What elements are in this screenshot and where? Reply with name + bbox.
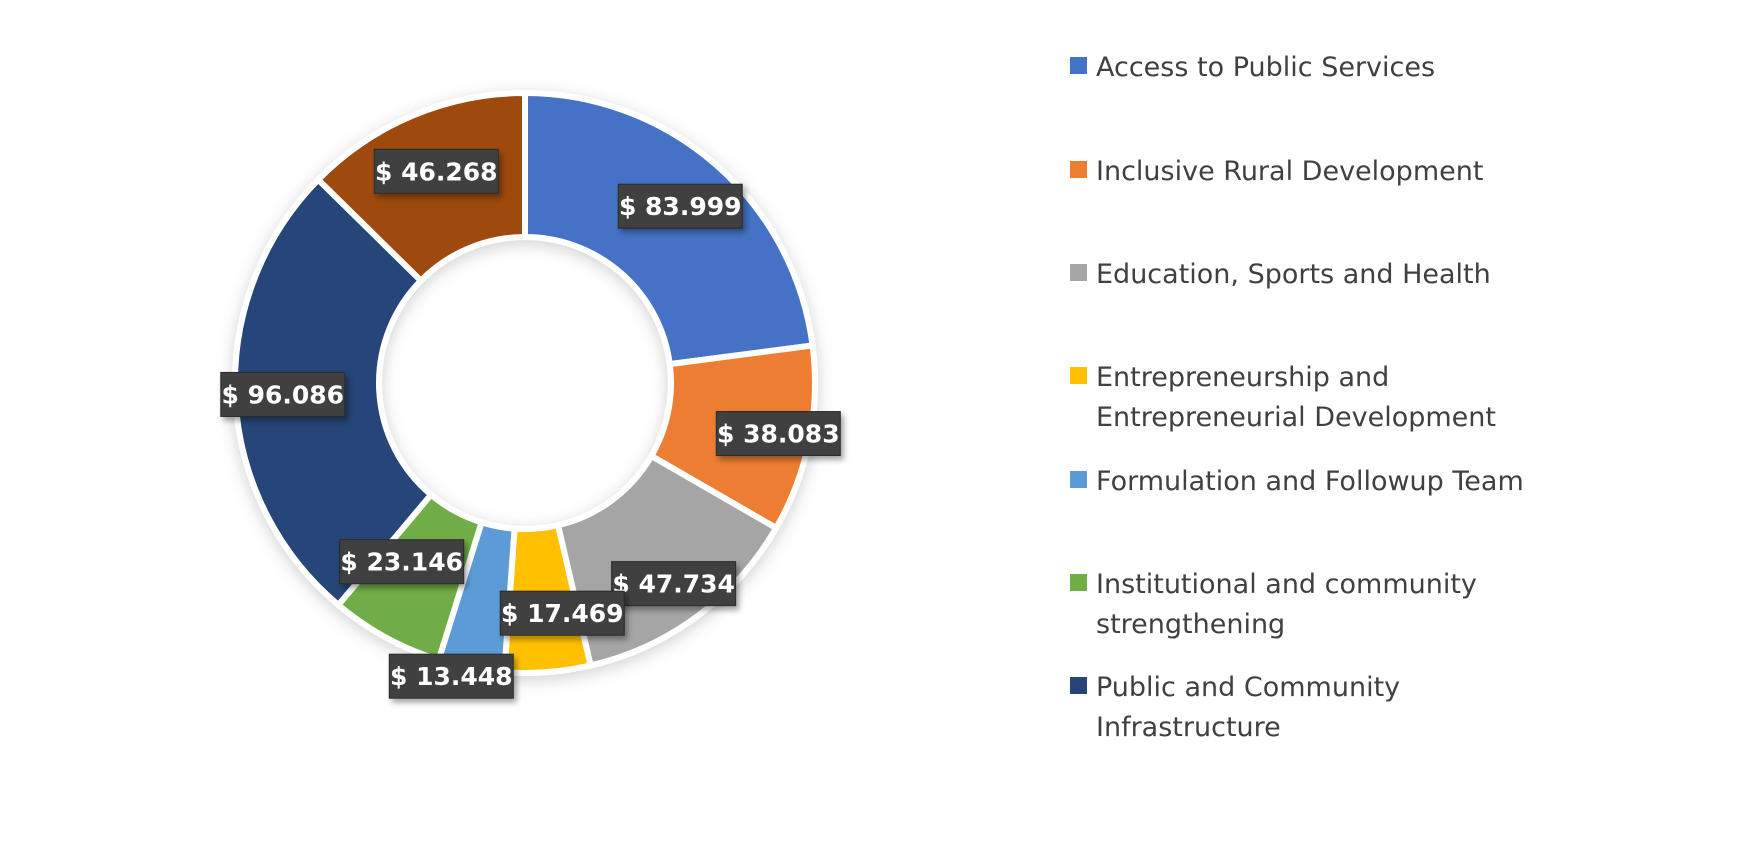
data-label-text: $ 47.734 (612, 570, 735, 599)
legend-swatch (1070, 264, 1087, 281)
legend-label: Entrepreneurship and Entrepreneurial Dev… (1096, 362, 1496, 433)
data-label-box (388, 653, 514, 699)
data-label-box (611, 561, 737, 607)
data-label-unnamed-7: $ 46.268 (373, 148, 499, 194)
legend-label: Access to Public Services (1096, 52, 1436, 83)
data-label-text: $ 13.448 (390, 662, 513, 691)
data-label-text: $ 96.086 (222, 380, 345, 409)
data-label-text: $ 83.999 (619, 192, 742, 221)
doughnut-chart: $ 83.999 $ 38.083 $ 47.734$ 17.469 $ 13.448… (220, 90, 841, 699)
legend-item-public-and-community-infrastructure-6: Public and Community Infrastructure (1070, 668, 1750, 748)
data-label-box (715, 411, 841, 457)
data-label-box (339, 539, 465, 585)
legend-label: Formulation and Followup Team (1096, 466, 1524, 497)
data-label-text: $ 23.146 (340, 548, 463, 577)
legend-swatch (1070, 161, 1087, 178)
data-label-formulation-and-followup-team-4: $ 13.448 (388, 653, 514, 699)
legend-swatch (1070, 471, 1087, 488)
data-label-public-and-community-infrastructure-6: $ 96.086 (220, 371, 346, 417)
legend-item-entrepreneurship-and-entrepreneurial-development-3: Entrepreneurship and Entrepreneurial Dev… (1070, 358, 1750, 438)
data-label-access-to-public-services-0: $ 83.999 (617, 183, 743, 229)
legend-label: Inclusive Rural Development (1096, 156, 1484, 187)
data-label-education-sports-and-health-2: $ 47.734 (611, 561, 737, 607)
legend-swatch (1070, 677, 1087, 694)
legend-item-formulation-and-followup-team-4: Formulation and Followup Team (1070, 462, 1750, 502)
data-label-inclusive-rural-development-1: $ 38.083 (715, 411, 841, 457)
data-label-entrepreneurship-and-entrepreneurial-development-3: $ 17.469 (499, 590, 625, 636)
data-label-text: $ 46.268 (375, 157, 498, 186)
legend-item-inclusive-rural-development-1: Inclusive Rural Development (1070, 152, 1750, 192)
data-label-box (220, 371, 346, 417)
data-label-text: $ 17.469 (501, 599, 624, 628)
legend-label: Education, Sports and Health (1096, 259, 1491, 290)
doughnut-data-labels: $ 83.999 $ 38.083 $ 47.734$ 17.469 $ 13.448… (220, 148, 841, 699)
chart-legend: Access to Public Services Inclusive Rural… (1070, 0, 1750, 853)
legend-label: Public and Community Infrastructure (1096, 672, 1401, 743)
data-label-text: $ 38.083 (717, 420, 840, 449)
data-label-institutional-and-community-strengthening-5: $ 23.146 (339, 539, 465, 585)
legend-item-education-sports-and-health-2: Education, Sports and Health (1070, 255, 1750, 295)
legend-item-institutional-and-community-strengthening-5: Institutional and community strengthenin… (1070, 565, 1750, 645)
legend-swatch (1070, 574, 1087, 591)
legend-item-access-to-public-services-0: Access to Public Services (1070, 48, 1750, 88)
legend-swatch (1070, 57, 1087, 74)
legend-swatch (1070, 367, 1087, 384)
data-label-box (617, 183, 743, 229)
data-label-box (499, 590, 625, 636)
legend-label: Institutional and community strengthenin… (1096, 569, 1477, 640)
data-label-box (373, 148, 499, 194)
